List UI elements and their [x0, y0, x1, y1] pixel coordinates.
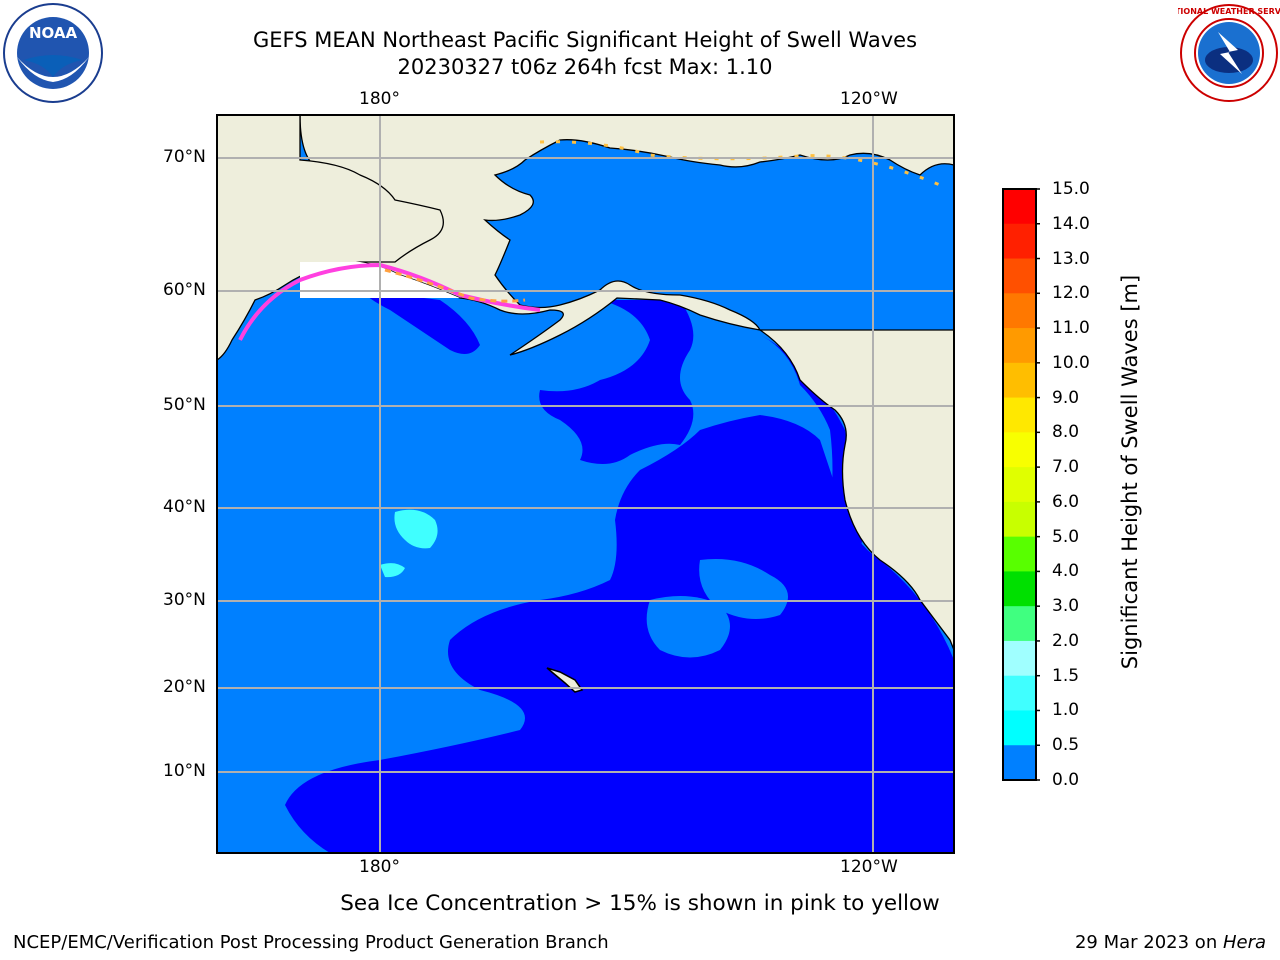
sea-ice-edge-orange [384, 268, 526, 303]
colorbar-segment [1003, 536, 1036, 572]
lat-label-20n: 20°N [163, 677, 206, 697]
hawaii-islands [546, 667, 584, 693]
footer-date-text: 29 Mar 2023 on [1074, 932, 1223, 953]
lon-label-bottom-120w: 120°W [840, 857, 898, 877]
lat-label-30n: 30°N [163, 590, 206, 610]
colorbar-segment [1003, 223, 1036, 260]
noaa-logo: NOAA [3, 3, 103, 103]
colorbar-tick-label: 12.0 [1052, 283, 1090, 304]
colorbar [1002, 188, 1040, 781]
colorbar-segment [1003, 571, 1036, 607]
colorbar-segment [1003, 189, 1036, 225]
footer-credit: NCEP/EMC/Verification Post Processing Pr… [13, 932, 609, 953]
mid-swell-patch-hawaii [646, 596, 730, 658]
land-chukotka [217, 115, 444, 361]
svg-text:NOAA: NOAA [29, 24, 78, 42]
lat-label-10n: 10°N [163, 761, 206, 781]
nws-logo: NATIONAL WEATHER SERVICE [1178, 4, 1280, 102]
low-swell-region-bering [360, 290, 480, 354]
colorbar-tick-label: 1.5 [1052, 665, 1080, 686]
footer-date: 29 Mar 2023 on Hera [1075, 932, 1266, 953]
low-swell-region-north [539, 300, 694, 464]
colorbar-segment [1003, 501, 1036, 538]
sea-ice-caption: Sea Ice Concentration > 15% is shown in … [340, 891, 940, 916]
colorbar-tick-label: 7.0 [1052, 457, 1080, 478]
mid-swell-patch-center [699, 559, 788, 619]
lat-label-50n: 50°N [163, 395, 206, 415]
colorbar-tick-label: 10.0 [1052, 352, 1090, 373]
colorbar-segment [1003, 258, 1036, 294]
low-swell-region-coast [760, 335, 863, 550]
land-alaska [286, 115, 954, 356]
colorbar-segment [1003, 362, 1036, 399]
lon-label-bottom-180: 180° [359, 857, 400, 877]
colorbar-segment [1003, 432, 1036, 468]
colorbar-segment [1003, 710, 1036, 746]
low-swell-region-south [285, 415, 954, 853]
colorbar-tick-label: 9.0 [1052, 387, 1080, 408]
map-frame [216, 114, 955, 854]
colorbar-tick-label: 3.0 [1052, 596, 1080, 617]
colorbar-tick-label: 15.0 [1052, 179, 1090, 199]
colorbar-segment [1003, 467, 1036, 503]
colorbar-segment [1003, 328, 1036, 364]
gridlines [217, 115, 954, 853]
colorbar-tick-label: 6.0 [1052, 491, 1080, 512]
colorbar-tick-label: 5.0 [1052, 526, 1080, 547]
colorbar-segment [1003, 745, 1036, 781]
footer-machine: Hera [1222, 932, 1266, 953]
colorbar-segment [1003, 293, 1036, 329]
lat-label-40n: 40°N [163, 497, 206, 517]
colorbar-tick-label: 13.0 [1052, 248, 1090, 269]
cyan-patch-2 [380, 563, 405, 578]
chart-title: GEFS MEAN Northeast Pacific Significant … [252, 28, 918, 52]
colorbar-tick-label: 11.0 [1052, 318, 1090, 339]
colorbar-frame [1002, 188, 1037, 781]
lon-label-top-120w: 120°W [840, 89, 898, 109]
colorbar-tick-label: 14.0 [1052, 213, 1090, 234]
colorbar-tick-label: 4.0 [1052, 561, 1080, 582]
colorbar-title: Significant Height of Swell Waves [m] [1118, 274, 1142, 670]
lon-label-top-180: 180° [359, 89, 400, 109]
colorbar-segment [1003, 397, 1036, 433]
chart-subtitle: 20230327 t06z 264h fcst Max: 1.10 [397, 55, 773, 79]
colorbar-segment [1003, 606, 1036, 642]
colorbar-segment [1003, 675, 1036, 711]
cyan-patch-1 [394, 509, 438, 549]
colorbar-tick-label: 0.0 [1052, 770, 1080, 790]
colorbar-segment [1003, 640, 1036, 677]
colorbar-tick-label: 0.5 [1052, 735, 1080, 756]
lat-label-60n: 60°N [163, 280, 206, 300]
svg-text:NATIONAL WEATHER SERVICE: NATIONAL WEATHER SERVICE [1178, 7, 1280, 16]
colorbar-tick-label: 8.0 [1052, 422, 1080, 443]
lat-label-70n: 70°N [163, 147, 206, 167]
colorbar-tick-label: 1.0 [1052, 700, 1080, 721]
colorbar-tick-label: 2.0 [1052, 630, 1080, 651]
